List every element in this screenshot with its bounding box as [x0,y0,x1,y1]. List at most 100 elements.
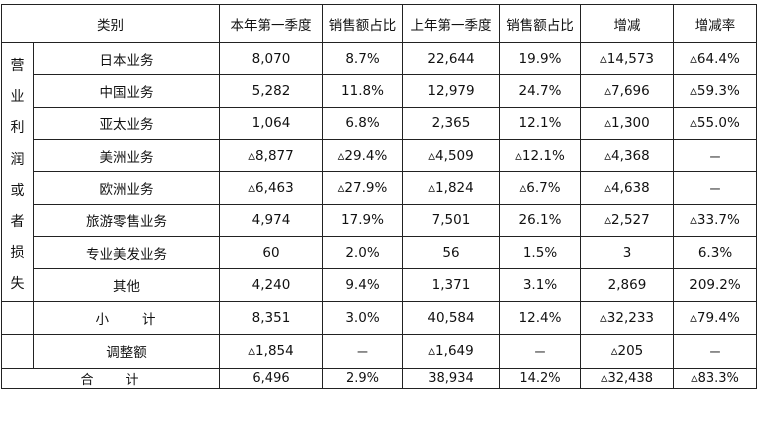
header-change-rate: 增减率 [673,4,757,43]
operating-profit-table: 类别 本年第一季度 销售额占比 上年第一季度 销售额占比 增减 增减率 营 业 … [1,4,757,389]
cell-current: 8,351 [219,300,323,335]
cell-change: ▵1,300 [580,106,674,140]
cell-current: 1,064 [219,106,323,140]
header-previous-q1: 上年第一季度 [402,4,500,43]
cell-change: ▵205 [580,333,674,369]
cell-current: ▵8,877 [219,138,323,173]
cell-current-share: ▵27.9% [322,171,403,205]
cell-current-share: ▵29.4% [322,138,403,173]
cell-current-share: － [322,333,403,369]
table-row: 旅游零售业务 4,974 17.9% 7,501 26.1% ▵2,527 ▵3… [2,203,757,237]
row-name: 日本业务 [33,41,220,76]
cell-change: ▵4,638 [580,171,674,205]
table-row: 美洲业务 ▵8,877 ▵29.4% ▵4,509 ▵12.1% ▵4,368 … [2,138,757,173]
cell-current: 4,240 [219,268,323,302]
table-row: 其他 4,240 9.4% 1,371 3.1% 2,869 209.2% [2,268,757,302]
section-label-char: 营 [10,58,25,74]
cell-change: ▵32,438 [580,367,674,389]
cell-change-rate: ▵55.0% [673,106,757,140]
cell-current: ▵1,854 [219,333,323,369]
row-name: 中国业务 [33,74,220,108]
subtotal-label: 小 计 [33,300,220,335]
cell-change-rate: ▵83.3% [673,367,757,389]
cell-current-share: 11.8% [322,74,403,108]
cell-previous: 12,979 [402,74,500,108]
header-change: 增减 [580,4,674,43]
cell-previous-share: 3.1% [499,268,581,302]
total-row: 合 计 6,496 2.9% 38,934 14.2% ▵32,438 ▵83.… [1,367,757,389]
cell-previous: 56 [402,235,500,270]
cell-current-share: 17.9% [322,203,403,237]
cell-current: 8,070 [219,41,323,76]
cell-previous: 7,501 [402,203,500,237]
section-label-char: 润 [10,151,25,168]
cell-previous: ▵1,649 [402,333,500,369]
cell-change-rate: 209.2% [673,268,757,302]
row-name: 亚太业务 [33,106,220,140]
cell-change: 2,869 [580,268,674,302]
row-name: 欧洲业务 [33,171,220,205]
cell-previous: 38,934 [402,367,500,389]
blank-cell [1,333,34,369]
cell-change-rate: － [673,138,757,173]
cell-current: ▵6,463 [219,171,323,205]
table-row: 亚太业务 1,064 6.8% 2,365 12.1% ▵1,300 ▵55.0… [2,106,757,140]
cell-change-rate: － [673,171,757,205]
cell-previous-share: 12.4% [499,300,581,335]
cell-current-share: 3.0% [322,300,403,335]
subtotal-row: 小 计 8,351 3.0% 40,584 12.4% ▵32,233 ▵79.… [1,300,757,335]
cell-previous-share: 19.9% [499,41,581,76]
cell-current: 5,282 [219,74,323,108]
cell-change: ▵32,233 [580,300,674,335]
cell-previous-share: － [499,333,581,369]
section-label-char: 者 [10,214,25,231]
cell-change-rate: ▵33.7% [673,203,757,237]
row-name: 美洲业务 [33,138,220,173]
section-label-char: 利 [10,120,25,137]
header-current-share: 销售额占比 [322,4,403,43]
cell-change: ▵14,573 [580,41,674,76]
cell-current-share: 8.7% [322,41,403,76]
table-row: 专业美发业务 60 2.0% 56 1.5% 3 6.3% [2,235,757,270]
header-row: 类别 本年第一季度 销售额占比 上年第一季度 销售额占比 增减 增减率 [1,4,757,43]
cell-previous-share: ▵12.1% [499,138,581,173]
total-label: 合 计 [1,367,220,389]
cell-previous-share: 12.1% [499,106,581,140]
row-name: 专业美发业务 [33,235,220,270]
adjustment-label: 调整额 [33,333,220,369]
cell-previous: ▵1,824 [402,171,500,205]
cell-change-rate: ▵59.3% [673,74,757,108]
cell-change: ▵2,527 [580,203,674,237]
section-label-char: 业 [10,89,25,106]
cell-current: 60 [219,235,323,270]
cell-change: ▵4,368 [580,138,674,173]
section-label-char: 损 [10,245,25,262]
cell-previous: 1,371 [402,268,500,302]
section-label: 营 业 利 润 或 者 损 失 [1,42,34,302]
cell-current-share: 2.9% [322,367,403,389]
table-row: 欧洲业务 ▵6,463 ▵27.9% ▵1,824 ▵6.7% ▵4,638 － [2,171,757,205]
table-row: 营 业 利 润 或 者 损 失 日本业务 8,070 8.7% 22,644 1… [1,41,757,302]
table-row: 中国业务 5,282 11.8% 12,979 24.7% ▵7,696 ▵59… [2,74,757,108]
cell-change-rate: ▵64.4% [673,41,757,76]
cell-current-share: 2.0% [322,235,403,270]
cell-previous: 22,644 [402,41,500,76]
cell-previous-share: 24.7% [499,74,581,108]
cell-current: 4,974 [219,203,323,237]
row-name: 其他 [33,268,220,302]
header-current-q1: 本年第一季度 [219,4,323,43]
cell-change-rate: 6.3% [673,235,757,270]
cell-previous-share: ▵6.7% [499,171,581,205]
blank-cell [1,300,34,335]
cell-current-share: 6.8% [322,106,403,140]
header-previous-share: 销售额占比 [499,4,581,43]
cell-previous: 2,365 [402,106,500,140]
cell-change: ▵7,696 [580,74,674,108]
cell-current-share: 9.4% [322,268,403,302]
cell-previous-share: 14.2% [499,367,581,389]
cell-change-rate: － [673,333,757,369]
adjustment-row: 调整额 ▵1,854 － ▵1,649 － ▵205 － [1,333,757,369]
cell-previous: 40,584 [402,300,500,335]
cell-change-rate: ▵79.4% [673,300,757,335]
